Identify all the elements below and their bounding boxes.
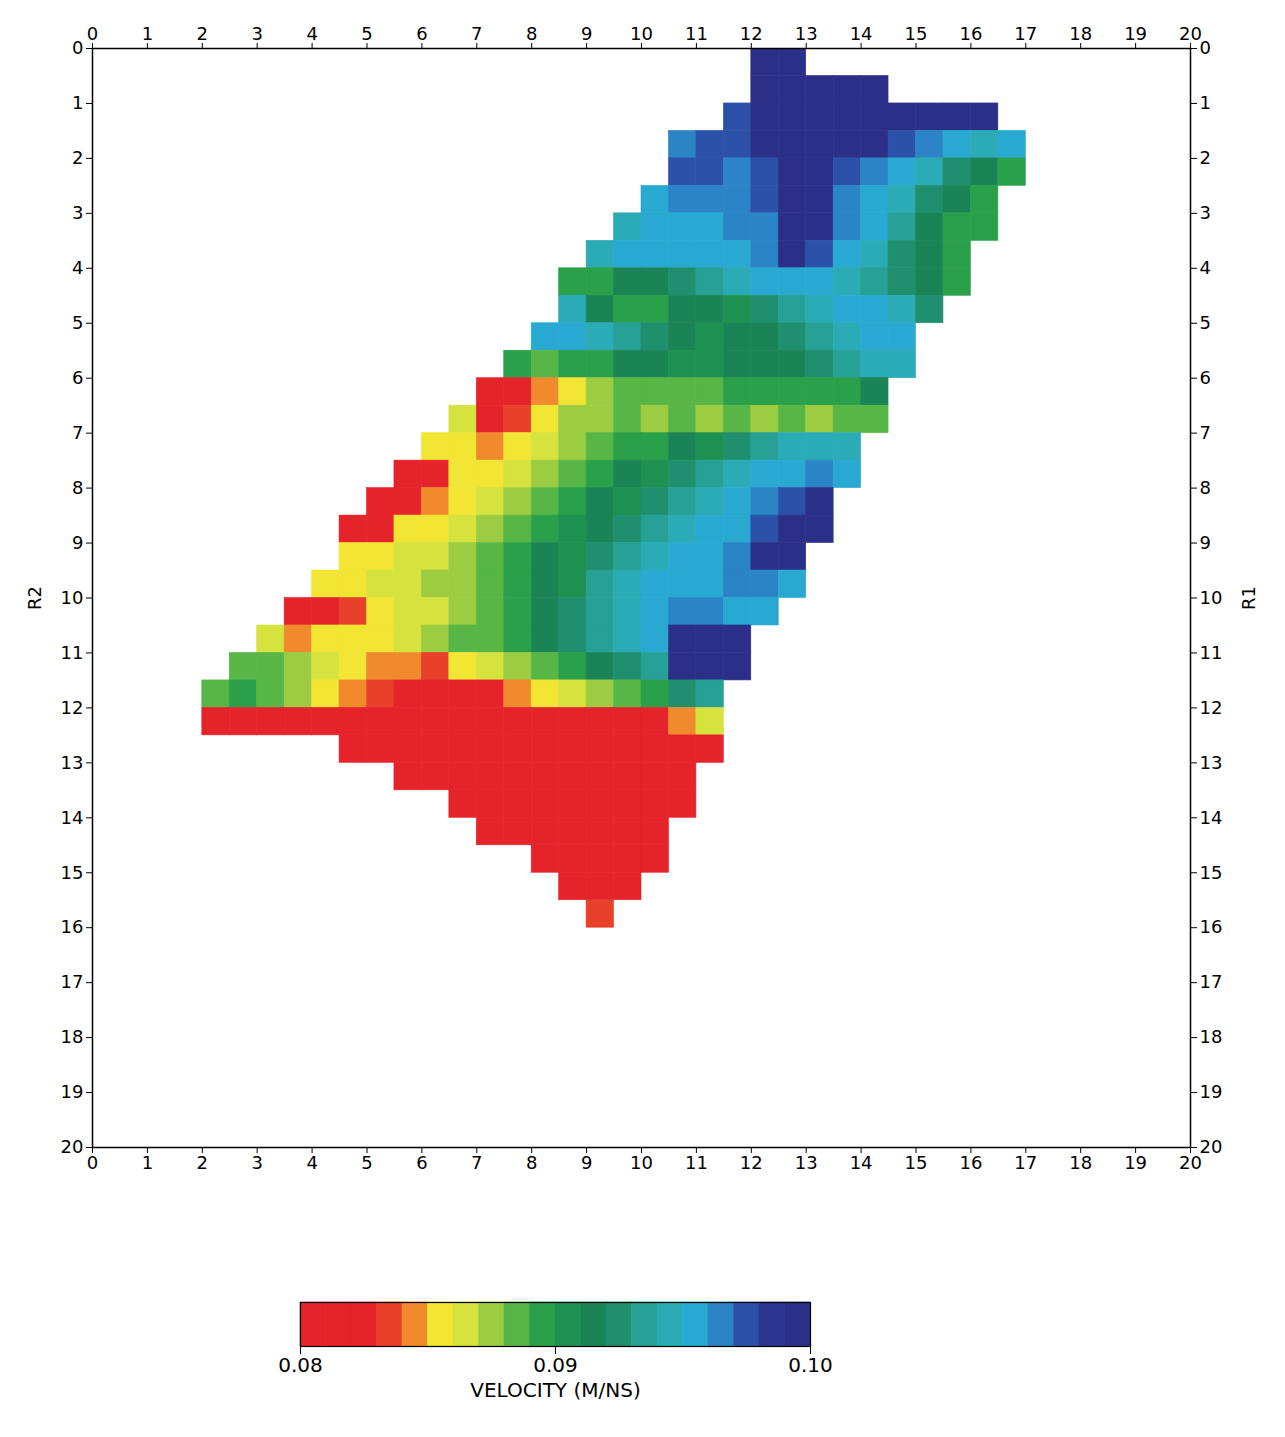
svg-text:18: 18 (1069, 1152, 1092, 1173)
svg-text:7: 7 (471, 1152, 482, 1173)
svg-text:5: 5 (361, 23, 372, 44)
svg-text:15: 15 (905, 1152, 928, 1173)
svg-text:15: 15 (61, 862, 84, 883)
svg-text:0.10: 0.10 (788, 1353, 833, 1377)
svg-text:9: 9 (1200, 532, 1211, 553)
svg-text:1: 1 (142, 23, 153, 44)
svg-text:9: 9 (581, 23, 592, 44)
svg-text:19: 19 (1200, 1081, 1223, 1102)
svg-text:4: 4 (72, 257, 83, 278)
svg-text:17: 17 (1200, 971, 1223, 992)
svg-text:10: 10 (61, 587, 84, 608)
svg-text:4: 4 (1200, 257, 1211, 278)
svg-text:4: 4 (306, 1152, 317, 1173)
svg-text:16: 16 (959, 1152, 982, 1173)
svg-text:R2: R2 (24, 586, 45, 610)
svg-text:2: 2 (72, 147, 83, 168)
svg-text:10: 10 (1200, 587, 1223, 608)
svg-text:0: 0 (1200, 37, 1211, 58)
svg-text:18: 18 (1200, 1026, 1223, 1047)
svg-text:7: 7 (1200, 422, 1211, 443)
svg-text:2: 2 (197, 23, 208, 44)
svg-text:18: 18 (61, 1026, 84, 1047)
svg-text:6: 6 (72, 367, 83, 388)
svg-text:8: 8 (526, 23, 537, 44)
svg-text:0: 0 (87, 1152, 98, 1173)
svg-text:0.08: 0.08 (278, 1353, 323, 1377)
svg-text:10: 10 (630, 1152, 653, 1173)
svg-text:13: 13 (795, 1152, 818, 1173)
svg-text:11: 11 (61, 642, 84, 663)
svg-text:8: 8 (526, 1152, 537, 1173)
svg-text:6: 6 (416, 23, 427, 44)
svg-text:12: 12 (61, 697, 84, 718)
svg-text:6: 6 (1200, 367, 1211, 388)
svg-text:12: 12 (1200, 697, 1223, 718)
svg-text:5: 5 (361, 1152, 372, 1173)
svg-text:12: 12 (740, 23, 763, 44)
svg-text:11: 11 (1200, 642, 1223, 663)
svg-text:0: 0 (72, 37, 83, 58)
svg-text:14: 14 (850, 23, 873, 44)
svg-text:5: 5 (1200, 312, 1211, 333)
svg-text:5: 5 (72, 312, 83, 333)
svg-text:3: 3 (251, 1152, 262, 1173)
svg-text:8: 8 (1200, 477, 1211, 498)
svg-text:15: 15 (905, 23, 928, 44)
svg-text:20: 20 (1200, 1136, 1223, 1157)
svg-text:2: 2 (197, 1152, 208, 1173)
svg-text:14: 14 (61, 807, 84, 828)
svg-text:17: 17 (1014, 1152, 1037, 1173)
svg-text:12: 12 (740, 1152, 763, 1173)
svg-text:0: 0 (87, 23, 98, 44)
svg-text:16: 16 (1200, 916, 1223, 937)
svg-text:13: 13 (795, 23, 818, 44)
svg-text:10: 10 (630, 23, 653, 44)
svg-text:4: 4 (306, 23, 317, 44)
svg-text:20: 20 (61, 1136, 84, 1157)
svg-text:3: 3 (251, 23, 262, 44)
svg-text:1: 1 (1200, 92, 1211, 113)
svg-text:1: 1 (72, 92, 83, 113)
svg-text:11: 11 (685, 1152, 708, 1173)
svg-text:19: 19 (61, 1081, 84, 1102)
svg-text:15: 15 (1200, 862, 1223, 883)
svg-text:VELOCITY (M/NS): VELOCITY (M/NS) (470, 1378, 640, 1402)
svg-text:20: 20 (1179, 1152, 1202, 1174)
svg-text:1: 1 (142, 1152, 153, 1173)
svg-text:11: 11 (685, 23, 708, 44)
svg-text:14: 14 (1200, 807, 1223, 828)
svg-text:17: 17 (1014, 23, 1037, 44)
svg-text:0.09: 0.09 (533, 1353, 578, 1377)
svg-text:19: 19 (1124, 23, 1147, 44)
svg-text:9: 9 (581, 1152, 592, 1173)
svg-text:13: 13 (1200, 752, 1223, 773)
svg-text:3: 3 (72, 202, 83, 223)
svg-text:9: 9 (72, 532, 83, 553)
svg-text:18: 18 (1069, 23, 1092, 44)
svg-text:3: 3 (1200, 202, 1211, 223)
svg-text:16: 16 (61, 916, 84, 937)
svg-text:2: 2 (1200, 147, 1211, 168)
svg-text:6: 6 (416, 1152, 427, 1173)
svg-text:14: 14 (850, 1152, 873, 1173)
svg-text:7: 7 (72, 422, 83, 443)
svg-text:7: 7 (471, 23, 482, 44)
svg-text:19: 19 (1124, 1152, 1147, 1173)
svg-text:17: 17 (61, 971, 84, 992)
svg-text:R1: R1 (1238, 586, 1259, 610)
svg-text:20: 20 (1179, 22, 1202, 44)
svg-text:16: 16 (959, 23, 982, 44)
svg-text:13: 13 (61, 752, 84, 773)
svg-text:8: 8 (72, 477, 83, 498)
